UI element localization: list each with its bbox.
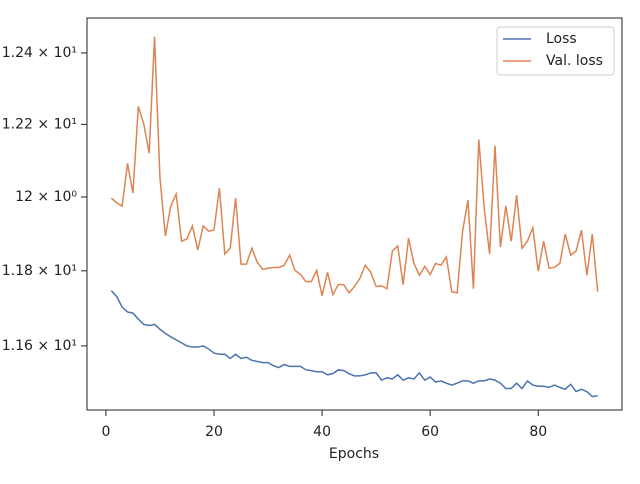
x-tick-label: 60 [421,424,439,440]
y-tick-label: 1.16 × 10¹ [2,338,77,354]
x-axis-label: Epochs [329,446,379,462]
x-tick-label: 40 [313,424,331,440]
line [110,36,599,297]
line [110,290,598,398]
x-tick-label: 80 [529,424,547,440]
y-tick-label: 1.24 × 10¹ [2,45,77,61]
x-tick-label: 20 [205,424,223,440]
y-tick-label: 1.22 × 10¹ [2,116,77,132]
y-tick-label: 1.18 × 10¹ [2,263,77,279]
legend-label: Loss [546,31,577,47]
plot-frame [86,17,623,411]
y-tick-label: 12 × 10⁰ [15,189,77,205]
x-tick-label: 0 [101,424,110,440]
legend-label: Val. loss [546,53,603,69]
